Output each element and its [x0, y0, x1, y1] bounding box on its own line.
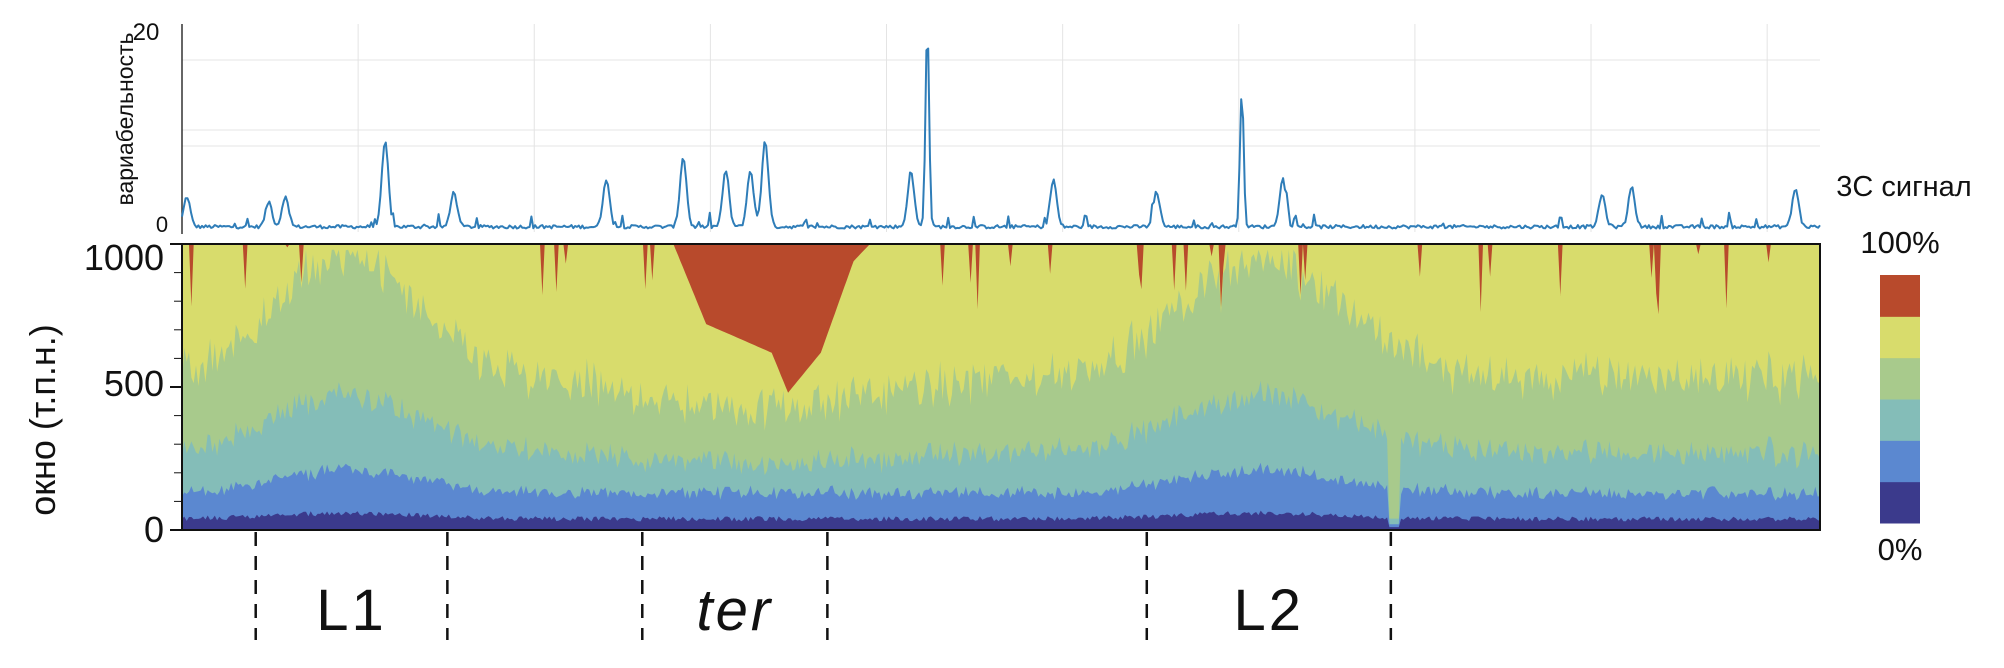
variability-ylabel: вариабельность [112, 32, 138, 205]
legend-swatch-6 [1880, 275, 1920, 317]
heatmap-ytick-0: 0 [144, 509, 164, 550]
heatmap-bands [182, 244, 1820, 530]
region-label-L2: L2 [1234, 578, 1305, 643]
legend-swatch-4 [1880, 357, 1920, 400]
legend-bottom-label: 0% [1878, 532, 1923, 567]
heatmap-minor-ticks [170, 243, 182, 531]
variability-grid [182, 24, 1820, 232]
heatmap-ytick-1000: 1000 [84, 237, 164, 278]
heatmap-ylabel: окно (т.п.н.) [22, 324, 63, 516]
heatmap-band-2 [182, 462, 1820, 530]
variability-series-line [181, 47, 1821, 230]
variability-ytick-20: 20 [133, 19, 160, 46]
color-legend: 3C сигнал 100% 0% [1836, 171, 1971, 567]
heatmap-panel: 1000 500 0 окно (т.п.н.) [22, 237, 1821, 550]
legend-top-label: 100% [1860, 225, 1939, 260]
legend-color-bar [1880, 275, 1920, 524]
legend-swatch-2 [1880, 440, 1920, 483]
variability-panel: 20 0 вариабельность [112, 19, 1821, 237]
region-markers: L1 ter L2 [254, 532, 1393, 643]
region-label-L1: L1 [316, 578, 387, 643]
legend-title: 3C сигнал [1836, 171, 1971, 203]
legend-swatch-1 [1880, 481, 1920, 524]
legend-swatch-5 [1880, 316, 1920, 359]
variability-ytick-0: 0 [156, 212, 168, 237]
heatmap-band-1 [182, 510, 1820, 530]
heatmap-ytick-500: 500 [104, 363, 164, 404]
legend-swatch-3 [1880, 399, 1920, 441]
region-label-ter: ter [696, 578, 773, 643]
